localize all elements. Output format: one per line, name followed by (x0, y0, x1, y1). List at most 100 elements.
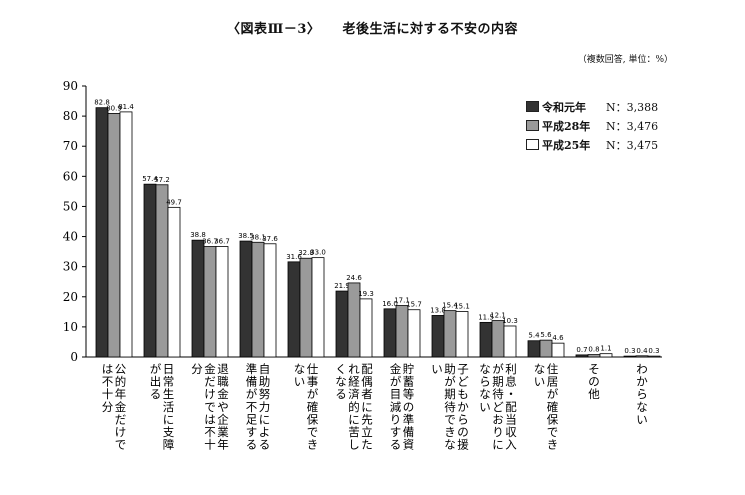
category-label-char: な (534, 362, 546, 376)
category-label-char: も (457, 387, 469, 401)
category-label-char: で (307, 425, 319, 439)
category-label-char: 期 (444, 387, 456, 401)
category-label-char: 分 (191, 362, 203, 376)
category-label-char: 他 (588, 387, 600, 401)
bar (443, 310, 457, 358)
y-tick-label: 0 (70, 350, 78, 364)
category-label-char: 業 (217, 425, 229, 439)
category-label-char: る (335, 387, 347, 401)
category-label-char: 済 (348, 387, 360, 401)
data-label: 11.5 (478, 313, 494, 321)
bar (107, 113, 121, 358)
category-label-char: な (335, 375, 347, 389)
bar (527, 340, 541, 358)
category-label-char: い (431, 362, 443, 376)
category-label-char: 目 (390, 387, 402, 401)
category-label-char: い (294, 375, 306, 389)
category-label-char: 利 (505, 362, 517, 376)
category-label-char: 足 (246, 412, 258, 426)
data-label: 0.3 (624, 347, 635, 355)
data-label: 24.6 (346, 274, 362, 282)
data-label: 12.1 (490, 312, 506, 320)
category-label-char: だ (115, 412, 127, 426)
category-label-char: の (457, 425, 469, 439)
legend: 令和元年 N：3,388 平成28年 N：3,476 平成25年 N：3,475 (526, 97, 658, 154)
category-label-char: に (492, 438, 504, 452)
category-label-char: 収 (505, 425, 517, 439)
bar (155, 184, 169, 358)
data-label: 15.7 (406, 301, 422, 309)
category-label-char: ら (636, 387, 648, 401)
bar (191, 239, 205, 358)
bar (119, 111, 133, 358)
category-label-char: が (246, 387, 258, 401)
category-label-char: し (348, 438, 360, 452)
data-label: 17.1 (394, 297, 410, 305)
category-label-char: 仕 (307, 362, 319, 376)
category-label-char: ど (492, 400, 504, 414)
category-label-char: け (115, 425, 127, 439)
category-label-char: 保 (547, 412, 559, 426)
data-label: 0.3 (648, 347, 659, 355)
data-label: 38.5 (238, 232, 254, 240)
data-label: 16.0 (382, 300, 398, 308)
data-label: 38.1 (250, 233, 266, 241)
category-label-char: が (492, 362, 504, 376)
legend-n-s1: N：3,388 (606, 100, 659, 114)
data-label: 37.6 (262, 235, 278, 243)
category-label-char: き (307, 438, 319, 452)
y-tick-label: 20 (63, 290, 78, 304)
bar (335, 290, 349, 358)
category-label-char: が (307, 387, 319, 401)
category-label-char: 減 (390, 400, 402, 414)
category-label-char: な (294, 362, 306, 376)
category-label-char: 年 (217, 438, 229, 452)
category-label-char: す (390, 425, 402, 439)
bar (551, 342, 565, 358)
legend-item-s2: 平成28年 N：3,476 (526, 116, 658, 135)
chart-title-text: 老後生活に対する不安の内容 (342, 22, 518, 37)
category-label-char: に (361, 400, 373, 414)
data-label: 0.4 (636, 347, 648, 355)
category-label-char: 助 (444, 362, 456, 376)
category-label-char: 備 (246, 375, 258, 389)
category-label-char: に (163, 412, 175, 426)
category-label-char: 活 (163, 400, 175, 414)
category-label-char: 当 (505, 412, 517, 426)
category-label-char: り (390, 412, 402, 426)
legend-item-s1: 令和元年 N：3,388 (526, 97, 658, 116)
category-label-char: い (479, 400, 491, 414)
category-label-char: 待 (444, 400, 456, 414)
data-label: 32.8 (298, 249, 314, 257)
bar (383, 308, 397, 358)
category-label-char: ら (479, 375, 491, 389)
category-label-char: そ (588, 362, 600, 376)
data-label: 33.0 (310, 249, 326, 257)
data-label: 13.8 (430, 306, 446, 314)
category-label-char: 保 (307, 412, 319, 426)
category-label-char: 息 (505, 375, 517, 389)
data-label: 15.1 (454, 303, 470, 311)
category-label-char: 住 (547, 362, 559, 376)
data-label: 5.4 (528, 332, 540, 340)
category-label-char: で (115, 438, 127, 452)
bar (587, 354, 601, 358)
category-label-char: か (636, 375, 648, 389)
category-label-char: 十 (204, 438, 216, 452)
category-label-char: 先 (361, 412, 373, 426)
category-label-char: 資 (403, 438, 415, 452)
category-label-char: 立 (361, 425, 373, 439)
category-label-char: 的 (115, 375, 127, 389)
category-label-char: に (348, 412, 360, 426)
category-label-char: 配 (505, 400, 517, 414)
category-label-char: 公 (115, 362, 127, 376)
bar (167, 206, 181, 358)
category-label-char: い (636, 412, 648, 426)
category-label-char: 日 (163, 362, 175, 376)
category-label-char: 金 (217, 387, 229, 401)
data-label: 19.3 (358, 290, 374, 298)
bar (395, 305, 409, 358)
bar (287, 261, 301, 358)
category-label-char: か (457, 400, 469, 414)
category-label-char: 金 (204, 362, 216, 376)
